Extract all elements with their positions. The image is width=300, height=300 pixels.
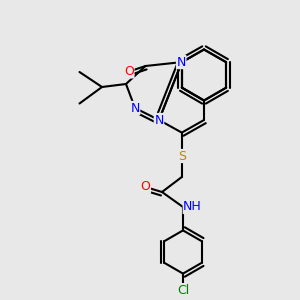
Text: O: O: [124, 65, 134, 78]
Text: N: N: [130, 101, 140, 115]
Text: O: O: [141, 180, 150, 193]
Text: N: N: [176, 56, 186, 69]
Text: N: N: [154, 113, 164, 127]
Text: NH: NH: [183, 200, 202, 214]
Text: S: S: [178, 149, 186, 163]
Text: Cl: Cl: [177, 284, 189, 297]
